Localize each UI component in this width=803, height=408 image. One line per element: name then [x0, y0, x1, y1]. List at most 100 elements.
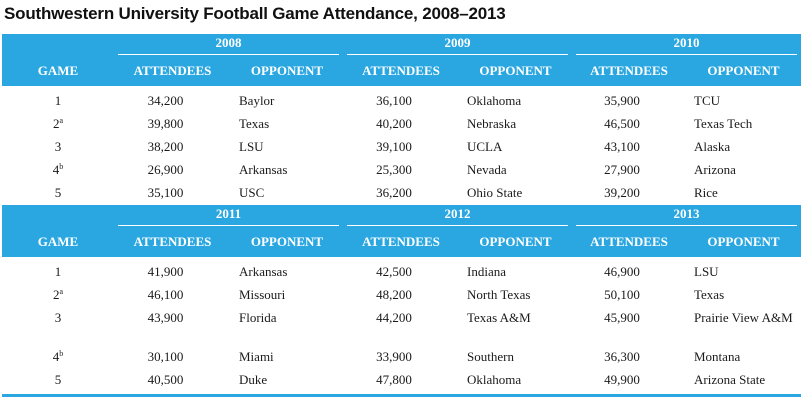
opponent-cell: LSU: [694, 264, 719, 279]
opponent-cell: Prairie View A&M: [694, 310, 793, 325]
game-column-header: GAME: [2, 56, 114, 86]
attendees-cell: 40,200: [376, 116, 412, 131]
game-number-cell: 1: [2, 261, 114, 284]
game-number: 1: [54, 93, 62, 108]
attendees-cell: 27,900: [604, 162, 640, 177]
attendees-cell: 50,100: [604, 287, 640, 302]
opponent-cell: Southern: [467, 349, 514, 364]
year-header: 2009: [343, 34, 572, 56]
game-number-cell: 5: [2, 182, 114, 205]
attendees-cell: 49,900: [604, 372, 640, 387]
attendees-cell: 46,500: [604, 116, 640, 131]
opponent-cell: Texas: [694, 287, 725, 302]
opponent-cell: Arkansas: [239, 162, 288, 177]
year-label: 2010: [576, 35, 797, 55]
year-header: 2013: [572, 205, 801, 227]
game-number: 4: [52, 349, 60, 364]
game-number-cell: 5: [2, 369, 114, 392]
opponent-cell: Missouri: [239, 287, 286, 302]
game-number: 5: [54, 372, 62, 387]
attendees-column-header: ATTENDEES: [572, 56, 686, 86]
year-label: 2013: [576, 206, 797, 226]
table-row: 5 40,500 Duke 47,800 Oklahoma 49,900 Arizona S…: [2, 369, 801, 392]
game-number: 2: [52, 287, 60, 302]
game-number-cell: 4b: [2, 159, 114, 182]
table-row: 4b 30,100 Miami 33,900 Southern 36,300 Montana: [2, 346, 801, 369]
game-number-cell: 3: [2, 307, 114, 346]
opponent-cell: Texas Tech: [694, 116, 753, 131]
year-header: 2008: [114, 34, 343, 56]
footnote-marker: b: [59, 162, 64, 171]
attendees-cell: 26,900: [147, 162, 184, 177]
attendees-column-header: ATTENDEES: [114, 56, 231, 86]
table-title: Southwestern University Football Game At…: [4, 4, 506, 23]
attendees-cell: 46,900: [604, 264, 640, 279]
attendees-column-header: ATTENDEES: [343, 227, 459, 257]
game-number: 2: [52, 116, 60, 131]
year-header-row: 2011 2012 2013: [2, 205, 801, 227]
opponent-cell: North Texas: [467, 287, 531, 302]
attendees-cell: 39,200: [604, 185, 640, 200]
attendees-cell: 36,200: [376, 185, 412, 200]
attendees-cell: 33,900: [376, 349, 412, 364]
table-row: 2a 39,800 Texas 40,200 Nebraska 46,500 Texas T…: [2, 113, 801, 136]
attendance-table: 2008 2009 2010 GAME ATTENDEES OPPONENT ATTENDE…: [2, 34, 801, 397]
footnote-marker: a: [59, 287, 64, 296]
attendees-cell: 36,100: [376, 93, 412, 108]
opponent-cell: Nebraska: [467, 116, 517, 131]
opponent-column-header: OPPONENT: [459, 56, 572, 86]
attendees-cell: 43,900: [147, 310, 184, 325]
opponent-cell: Miami: [239, 349, 274, 364]
attendees-cell: 30,100: [147, 349, 184, 364]
year-header-row: 2008 2009 2010: [2, 34, 801, 56]
year-label: 2011: [118, 206, 339, 226]
table-bottom-rule: [2, 392, 801, 397]
opponent-cell: Alaska: [694, 139, 731, 154]
opponent-cell: Arizona: [694, 162, 736, 177]
opponent-cell: Indiana: [467, 264, 506, 279]
opponent-cell: Oklahoma: [467, 372, 522, 387]
attendees-column-header: ATTENDEES: [343, 56, 459, 86]
attendees-cell: 39,100: [376, 139, 412, 154]
game-number-cell: 4b: [2, 346, 114, 369]
table-row: 2a 46,100 Missouri 48,200 North Texas 50,100 T…: [2, 284, 801, 307]
attendees-cell: 36,300: [604, 349, 640, 364]
opponent-cell: Florida: [239, 310, 277, 325]
opponent-cell: Duke: [239, 372, 268, 387]
year-header: 2010: [572, 34, 801, 56]
year-header-blank: [2, 205, 114, 227]
column-header-row: GAME ATTENDEES OPPONENT ATTENDEES OPPONENT AT…: [2, 227, 801, 257]
game-number-cell: 1: [2, 90, 114, 113]
footnote-marker: a: [59, 116, 64, 125]
opponent-cell: Baylor: [239, 93, 275, 108]
attendees-cell: 25,300: [376, 162, 412, 177]
attendees-cell: 44,200: [376, 310, 412, 325]
opponent-cell: UCLA: [467, 139, 503, 154]
attendees-cell: 38,200: [147, 139, 184, 154]
opponent-cell: Texas A&M: [467, 310, 531, 325]
attendees-cell: 41,900: [147, 264, 184, 279]
year-header: 2011: [114, 205, 343, 227]
year-label: 2008: [118, 35, 339, 55]
opponent-cell: Oklahoma: [467, 93, 522, 108]
footnote-marker: b: [59, 349, 64, 358]
opponent-cell: Arkansas: [239, 264, 288, 279]
game-number: 5: [54, 185, 62, 200]
opponent-cell: Nevada: [467, 162, 507, 177]
opponent-cell: Rice: [694, 185, 718, 200]
opponent-column-header: OPPONENT: [231, 227, 343, 257]
table-row: 1 41,900 Arkansas 42,500 Indiana 46,900 LSU: [2, 261, 801, 284]
opponent-cell: LSU: [239, 139, 264, 154]
opponent-column-header: OPPONENT: [459, 227, 572, 257]
game-number: 1: [54, 264, 62, 279]
attendees-cell: 42,500: [376, 264, 412, 279]
opponent-cell: TCU: [694, 93, 720, 108]
attendees-cell: 35,900: [604, 93, 640, 108]
table-row: 3 38,200 LSU 39,100 UCLA 43,100 Alaska: [2, 136, 801, 159]
opponent-cell: Texas: [239, 116, 270, 131]
table-row: 5 35,100 USC 36,200 Ohio State 39,200 Rice: [2, 182, 801, 205]
game-number: 3: [54, 310, 62, 325]
attendees-cell: 35,100: [147, 185, 184, 200]
attendees-cell: 45,900: [604, 310, 640, 325]
year-header: 2012: [343, 205, 572, 227]
